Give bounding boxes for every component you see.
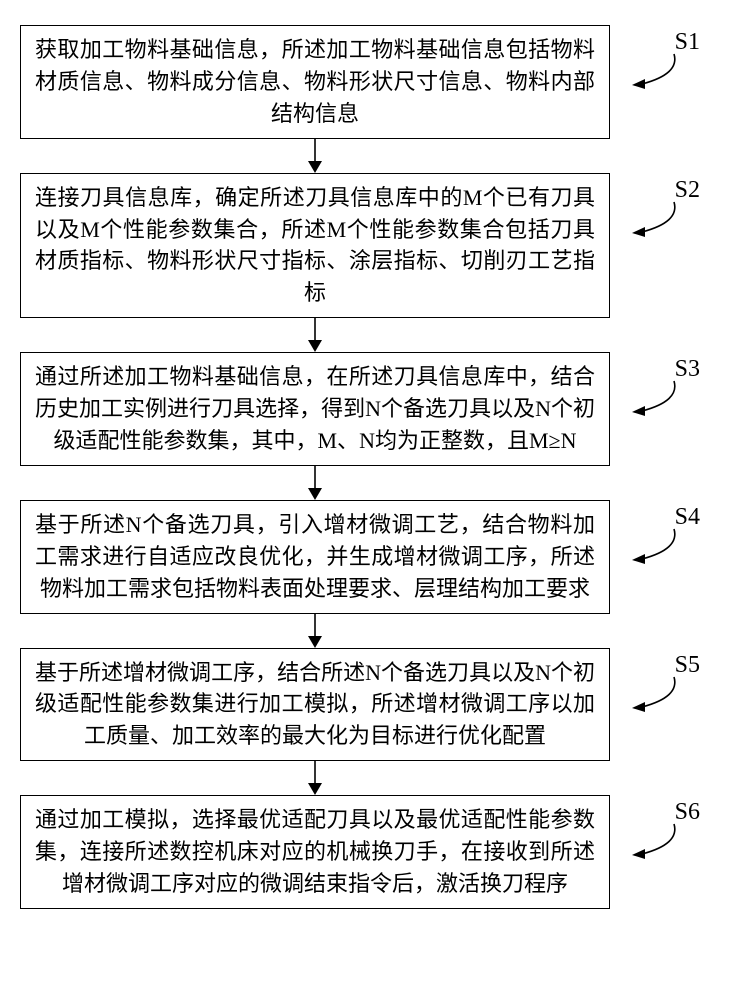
step-label-col: S3 [610, 352, 710, 419]
step-row-s4: 基于所述N个备选刀具，引入增材微调工艺，结合物料加工需求进行自适应改良优化，并生… [20, 500, 729, 614]
flow-arrow-down-icon [305, 761, 325, 795]
flow-connector [20, 139, 610, 173]
connector-row [20, 466, 729, 500]
flow-arrow-down-icon [305, 318, 325, 352]
step-label-col: S5 [610, 648, 710, 715]
step-box-s1: 获取加工物料基础信息，所述加工物料基础信息包括物料材质信息、物料成分信息、物料形… [20, 25, 610, 139]
label-pointer-arc [630, 52, 682, 92]
label-pointer-arc [630, 822, 682, 862]
connector-row [20, 614, 729, 648]
step-row-s6: 通过加工模拟，选择最优适配刀具以及最优适配性能参数集，连接所述数控机床对应的机械… [20, 795, 729, 909]
flow-arrow-down-icon [305, 139, 325, 173]
flow-arrow-down-icon [305, 614, 325, 648]
step-box-s6: 通过加工模拟，选择最优适配刀具以及最优适配性能参数集，连接所述数控机床对应的机械… [20, 795, 610, 909]
step-box-s4: 基于所述N个备选刀具，引入增材微调工艺，结合物料加工需求进行自适应改良优化，并生… [20, 500, 610, 614]
step-box-s2: 连接刀具信息库，确定所述刀具信息库中的M个已有刀具以及M个性能参数集合，所述M个… [20, 173, 610, 319]
connector-row [20, 139, 729, 173]
step-row-s1: 获取加工物料基础信息，所述加工物料基础信息包括物料材质信息、物料成分信息、物料形… [20, 25, 729, 139]
step-label-col: S6 [610, 795, 710, 862]
flow-arrow-down-icon [305, 466, 325, 500]
flow-connector [20, 614, 610, 648]
step-row-s2: 连接刀具信息库，确定所述刀具信息库中的M个已有刀具以及M个性能参数集合，所述M个… [20, 173, 729, 319]
step-row-s5: 基于所述增材微调工序，结合所述N个备选刀具以及N个初级适配性能参数集进行加工模拟… [20, 648, 729, 762]
label-pointer-arc [630, 200, 682, 240]
flow-connector [20, 466, 610, 500]
step-label-col: S4 [610, 500, 710, 567]
step-row-s3: 通过所述加工物料基础信息，在所述刀具信息库中，结合历史加工实例进行刀具选择，得到… [20, 352, 729, 466]
label-pointer-arc [630, 675, 682, 715]
step-label-col: S2 [610, 173, 710, 240]
flowchart-container: 获取加工物料基础信息，所述加工物料基础信息包括物料材质信息、物料成分信息、物料形… [20, 25, 729, 909]
label-pointer-arc [630, 527, 682, 567]
flow-connector [20, 761, 610, 795]
step-label-col: S1 [610, 25, 710, 92]
flow-connector [20, 318, 610, 352]
step-box-s5: 基于所述增材微调工序，结合所述N个备选刀具以及N个初级适配性能参数集进行加工模拟… [20, 648, 610, 762]
connector-row [20, 318, 729, 352]
connector-row [20, 761, 729, 795]
label-pointer-arc [630, 379, 682, 419]
step-box-s3: 通过所述加工物料基础信息，在所述刀具信息库中，结合历史加工实例进行刀具选择，得到… [20, 352, 610, 466]
